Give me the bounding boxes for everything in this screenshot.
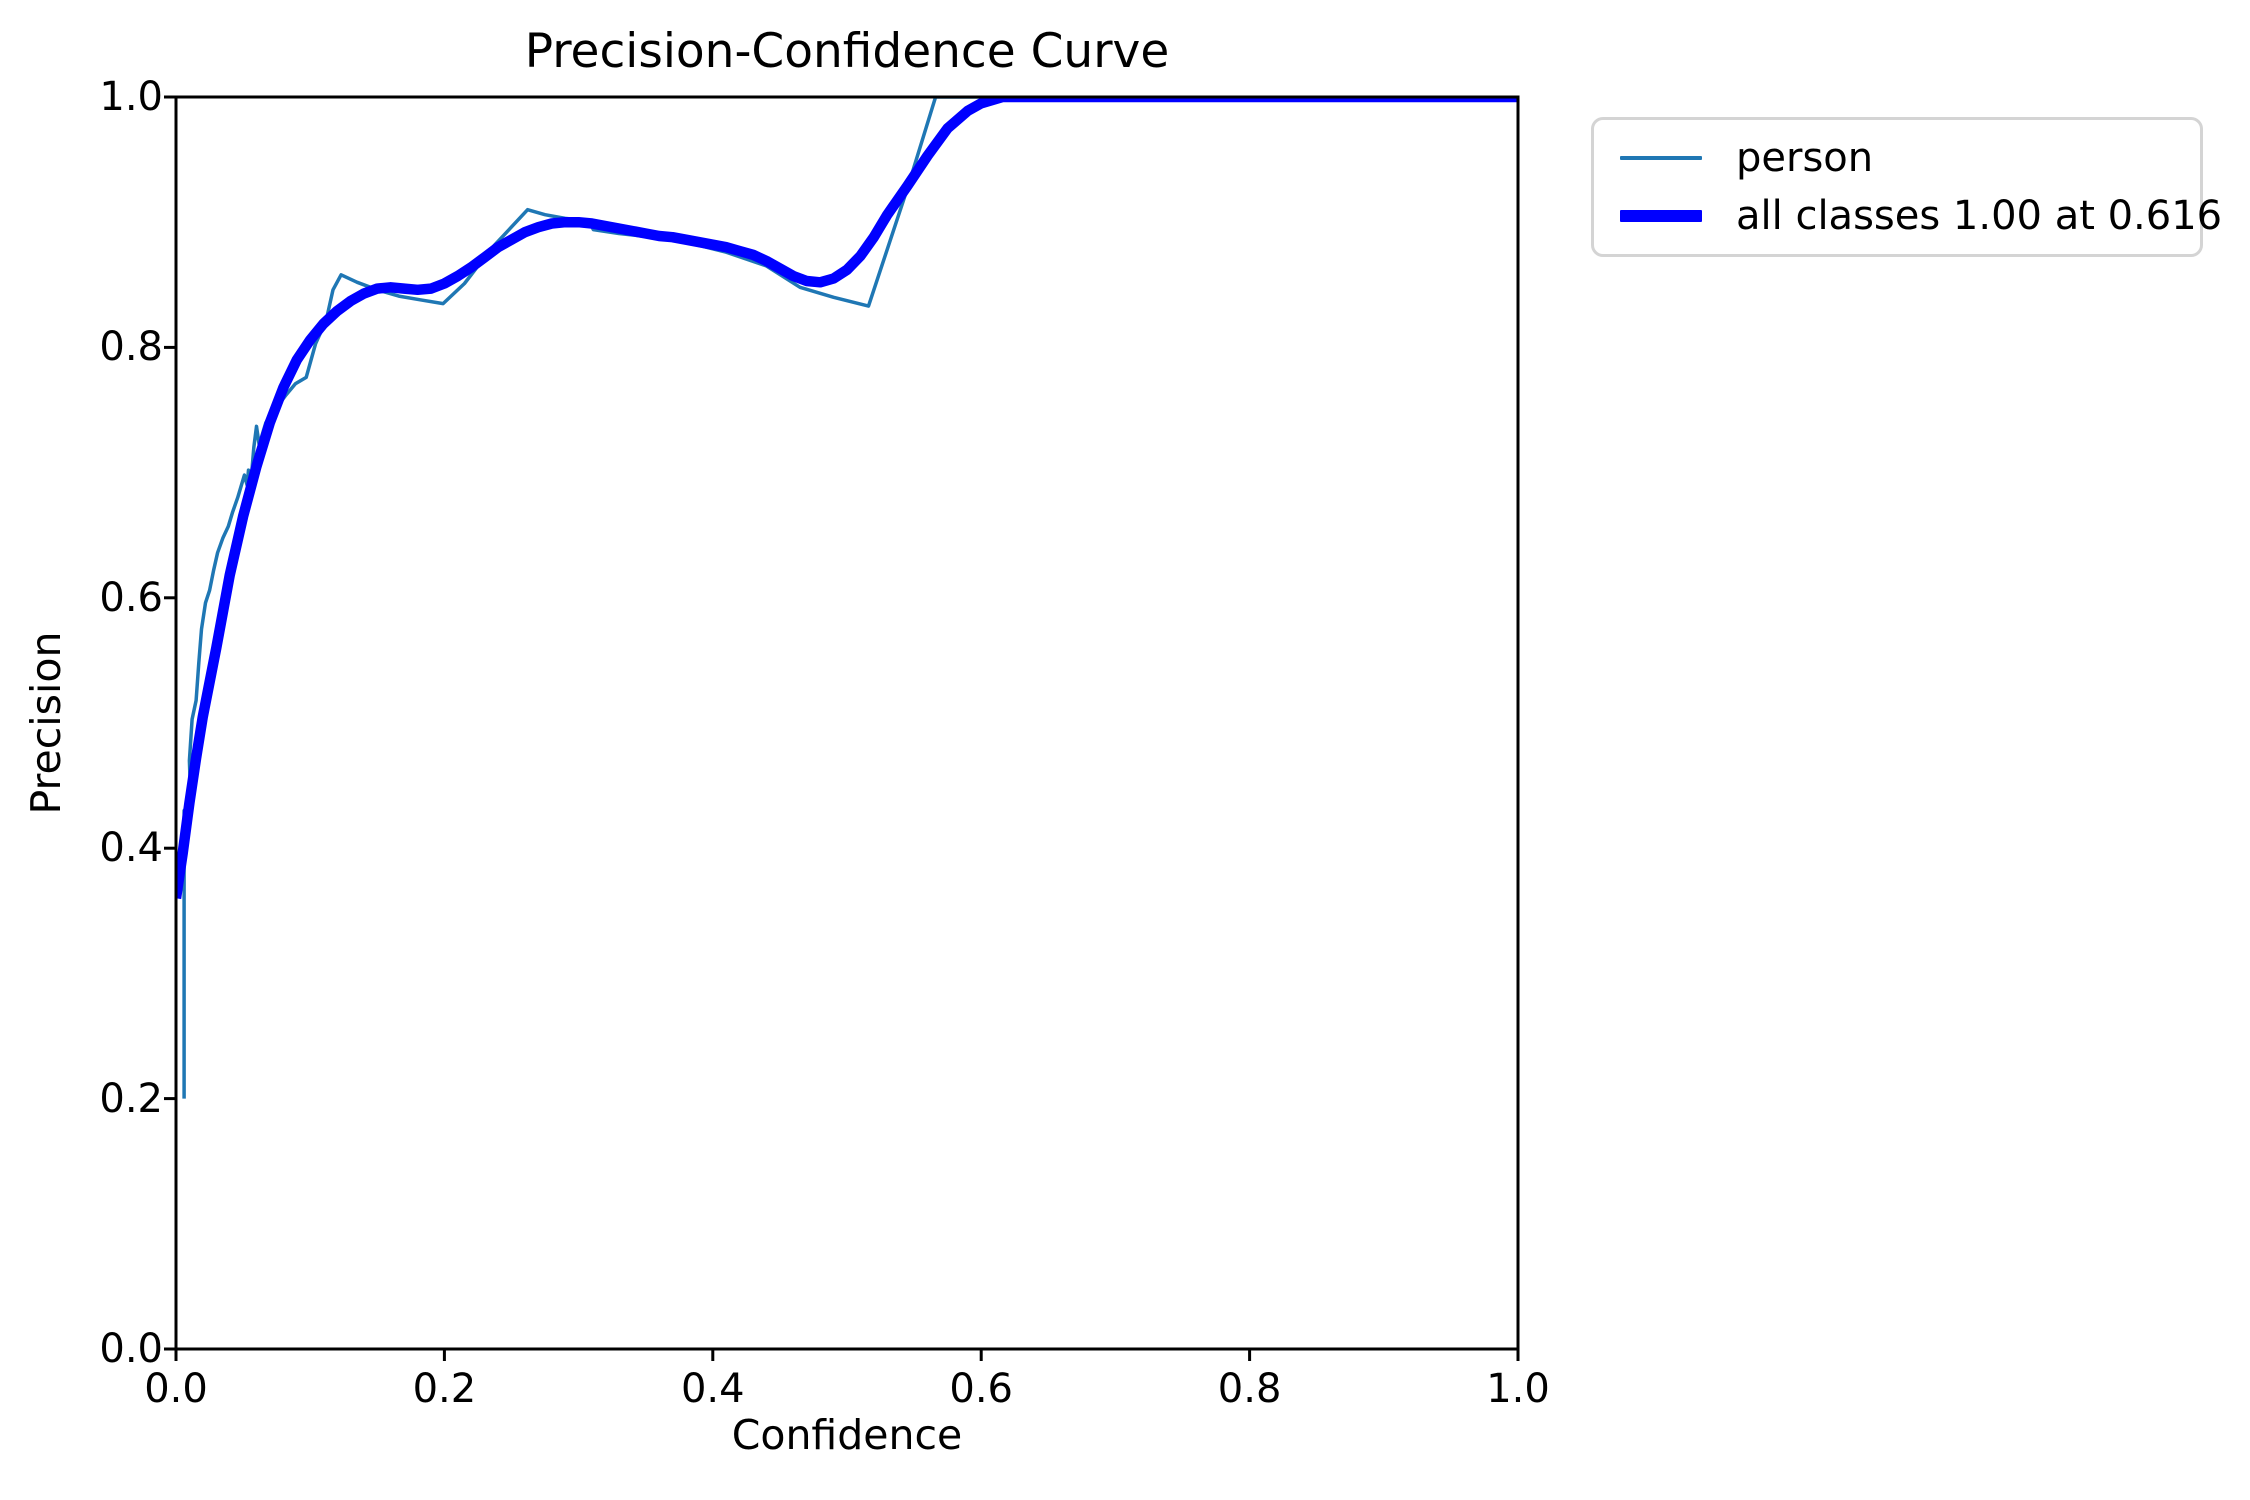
legend: person all classes 1.00 at 0.616 [1591,117,2222,257]
all-classes-curve [176,97,1518,900]
y-tick-label: 0.0 [99,1326,163,1372]
x-tick-label: 0.0 [144,1366,208,1412]
legend-label: all classes 1.00 at 0.616 [1736,193,2223,239]
y-tick-label: 0.4 [99,825,163,872]
x-axis-title: Confidence [731,1411,963,1459]
x-tick-label: 0.2 [412,1366,477,1412]
y-tick-label: 0.2 [99,1075,163,1122]
chart-title: Precision-Confidence Curve [524,24,1170,79]
axes-frame [174,95,1520,1351]
legend-item: person [1620,132,2174,184]
legend-label: person [1736,135,1874,181]
y-tick-label: 1.0 [99,74,163,120]
x-tick-label: 0.6 [949,1366,1013,1412]
x-tick-label: 0.4 [680,1366,745,1412]
y-tick-label: 0.8 [99,324,163,371]
legend-swatch-all-classes [1620,210,1702,222]
person-curve [182,97,1518,1099]
legend-item: all classes 1.00 at 0.616 [1620,190,2222,242]
x-tick-label: 0.8 [1217,1366,1282,1412]
curves-group [176,97,1518,1099]
legend-swatch-person [1620,156,1702,160]
x-tick-label: 1.0 [1486,1366,1550,1412]
y-tick-label: 0.6 [99,574,163,621]
y-axis-title: Precision [22,631,70,815]
